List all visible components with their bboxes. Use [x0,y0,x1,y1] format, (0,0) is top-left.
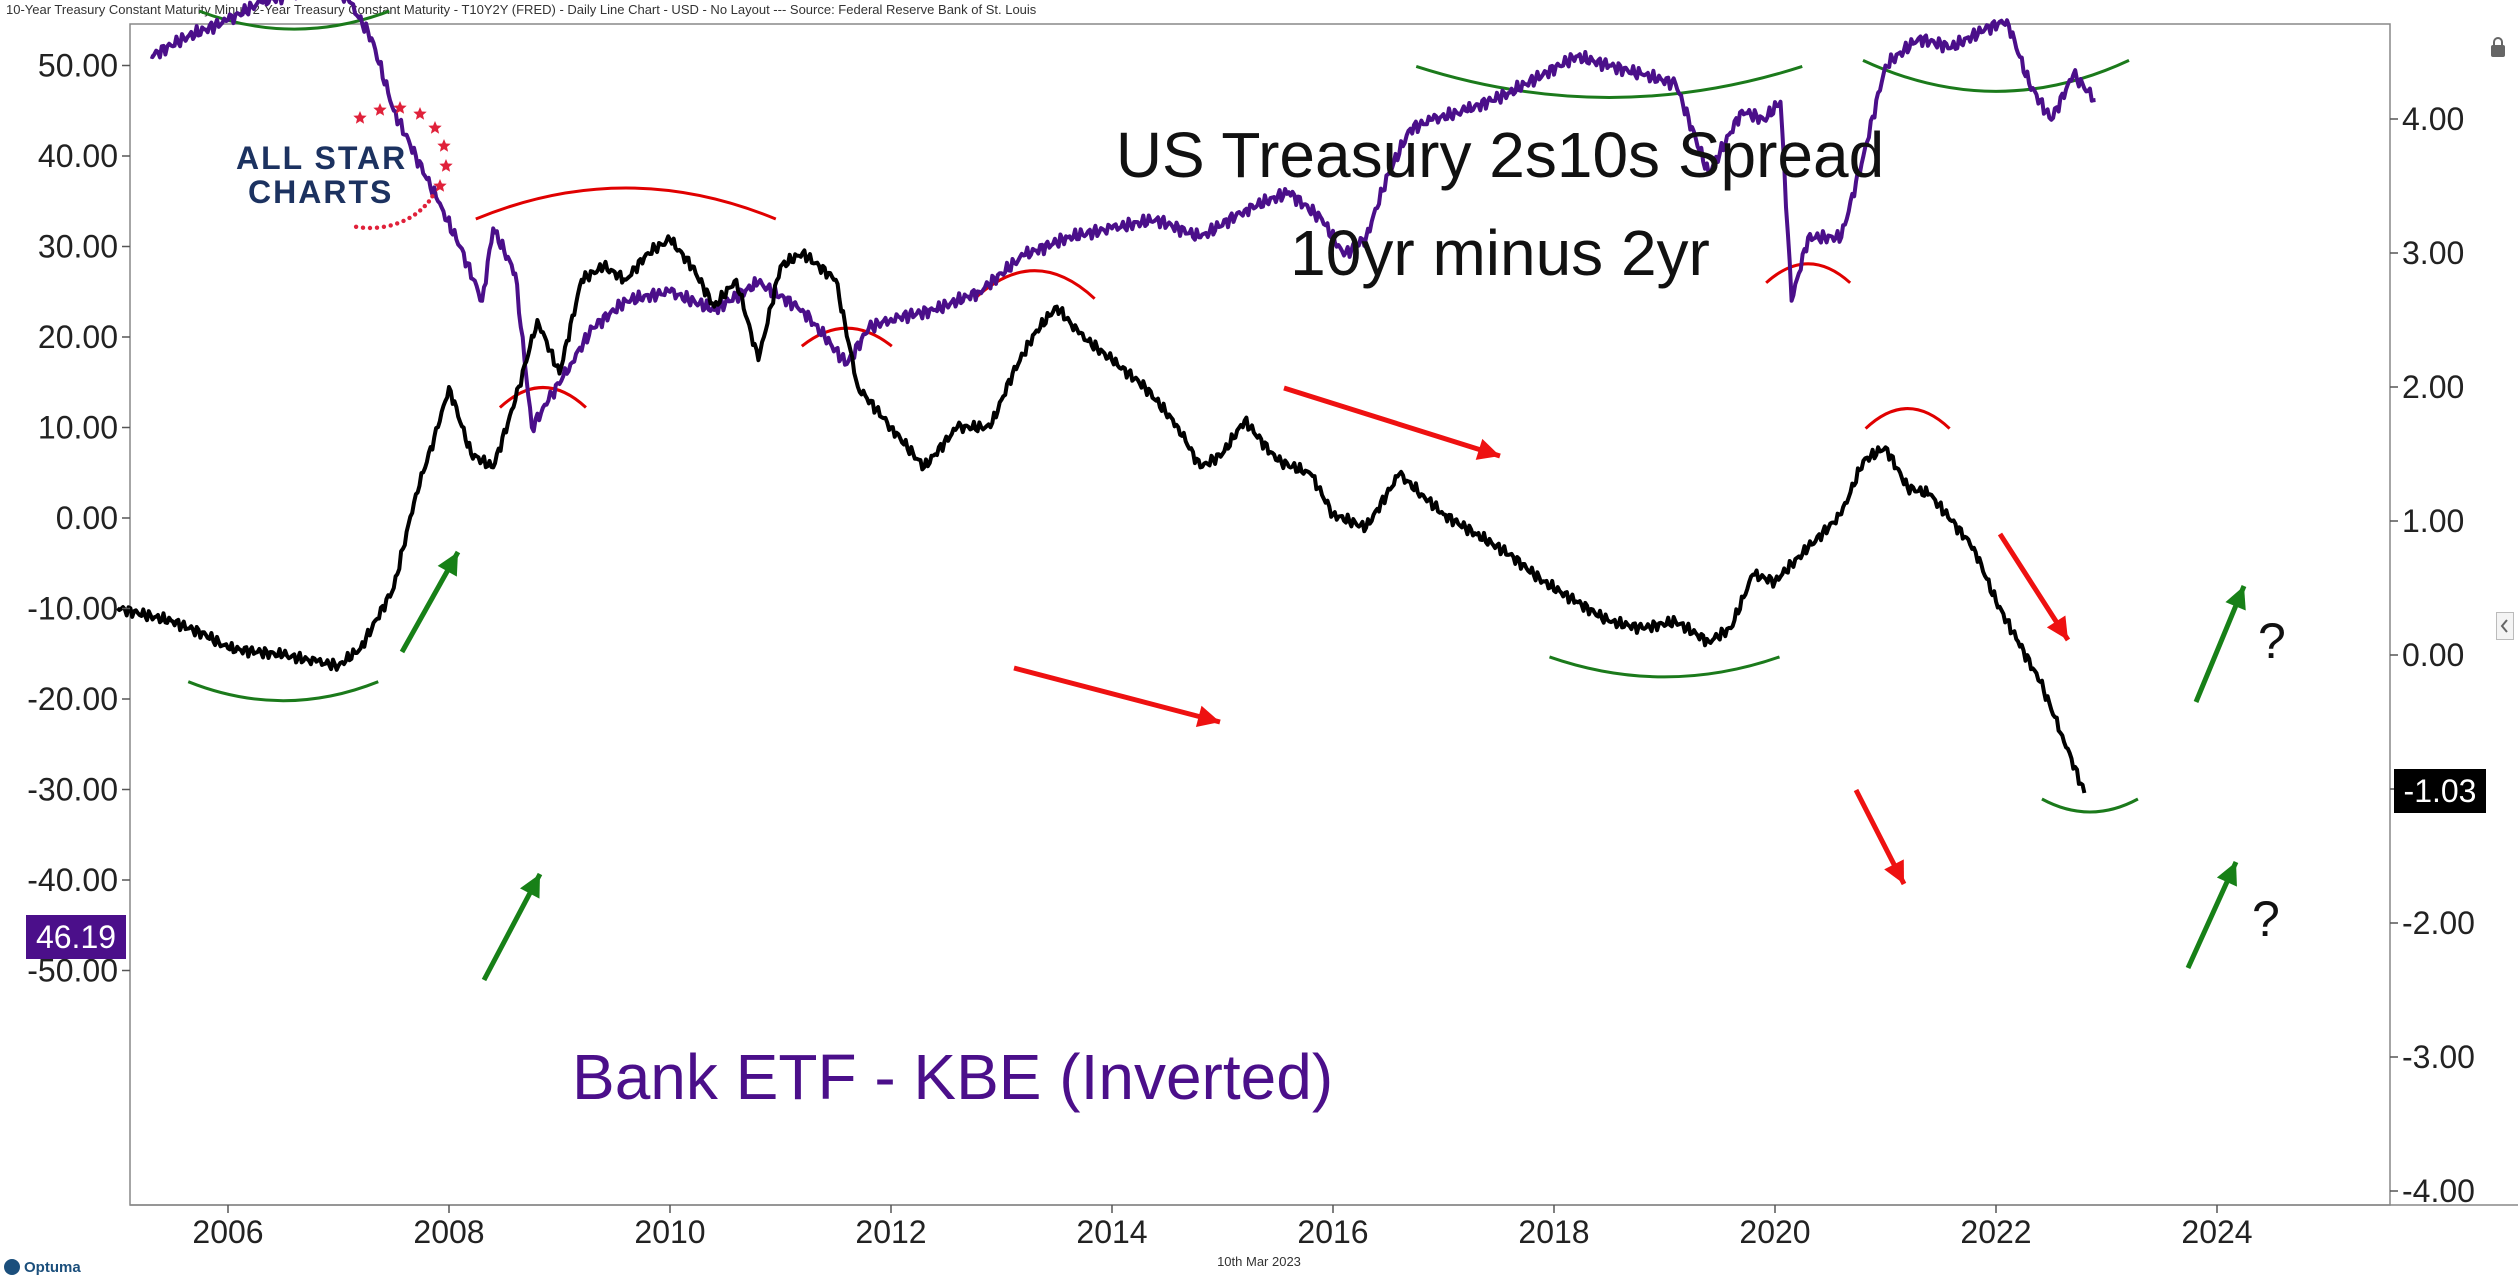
star-icon [353,111,367,124]
right-axis-tick-label: 2.00 [2402,369,2464,405]
down-arrow [1013,665,1221,725]
collapse-arrow-icon[interactable] [2496,612,2514,640]
left-axis-tick-label: 20.00 [38,319,118,355]
up-arrow-head [2216,862,2237,887]
spread-trough-arc [187,680,379,703]
right-axis-tick-label: 1.00 [2402,503,2464,539]
left-axis-tick-label: -30.00 [27,772,118,808]
logo-dot [407,215,412,221]
kbe-peak-arc [498,386,587,409]
up-arrow-head [437,552,458,577]
star-icon [373,103,387,116]
spread-last-value-badge: -1.03 [2394,769,2486,813]
left-axis-tick-label: 10.00 [38,410,118,446]
spread-trough-arc [2041,797,2139,814]
kbe-last-value-badge: 46.19 [26,915,126,959]
logo-stars [353,101,453,231]
x-axis-tick-label: 2006 [192,1214,263,1250]
x-axis-tick-label: 2022 [1960,1214,2031,1250]
left-axis-tick-label: -40.00 [27,862,118,898]
up-arrow-head [2225,586,2246,611]
question-mark-kbe: ? [2252,891,2280,947]
spread-line [116,234,2087,794]
logo-dot [412,212,418,217]
x-axis-tick-label: 2010 [634,1214,705,1250]
logo-dot [422,203,427,209]
x-axis-tick-label: 2008 [413,1214,484,1250]
star-icon [413,107,427,120]
chart-title: US Treasury 2s10s Spread [1115,119,1885,191]
chart-subtitle: 10yr minus 2yr [1290,217,1710,289]
spread-peak-arc [1864,407,1951,430]
spread-trough-arc [1549,655,1780,679]
x-axis-tick-label: 2024 [2181,1214,2252,1250]
down-arrow-head [1884,859,1904,884]
logo-dot [360,225,366,230]
logo-dot [367,225,373,231]
logo-dot [353,224,359,229]
kbe-trough-arc [1415,65,1803,99]
chart-header: 10-Year Treasury Constant Maturity Minus… [0,0,2518,22]
left-axis-tick-label: 40.00 [38,138,118,174]
right-axis-tick-label: -2.00 [2402,905,2475,941]
x-axis-tick-label: 2020 [1739,1214,1810,1250]
x-axis-tick-label: 2012 [855,1214,926,1250]
optuma-logo: Optuma [4,1255,81,1279]
right-axis-tick-label: -3.00 [2402,1039,2475,1075]
star-icon [433,179,447,192]
logo-dot [426,199,432,204]
optuma-brand-text: Optuma [24,1258,81,1276]
down-arrow-head [1195,705,1220,728]
left-axis-tick-label: 50.00 [38,48,118,84]
down-arrow-head [1475,438,1500,460]
left-axis-tick-label: 0.00 [56,500,118,536]
right-axis-tick-label: 3.00 [2402,235,2464,271]
left-axis-tick-label: -20.00 [27,681,118,717]
kbe-trough-arc [1862,58,2130,93]
all-star-charts-logo: ALL STAR CHARTS [220,100,490,240]
down-arrow [1283,385,1501,459]
footer-date: 10th Mar 2023 [1217,1254,1301,1269]
optuma-logo-icon [4,1259,20,1275]
star-icon [393,101,407,114]
logo-dot [374,225,380,230]
logo-dot [381,224,387,229]
kbe-series-label: Bank ETF - KBE (Inverted) [572,1041,1334,1113]
lock-icon[interactable] [2488,36,2508,58]
up-arrow-head [519,874,540,899]
right-axis-tick-label: 0.00 [2402,637,2464,673]
right-axis-tick-label: 4.00 [2402,101,2464,137]
logo-dot [430,194,435,199]
x-axis-tick-label: 2016 [1297,1214,1368,1250]
chart-header-text: 10-Year Treasury Constant Maturity Minus… [6,2,1037,17]
kbe-inverted-line [149,0,2096,434]
logo-text-line1: ALL STAR [236,140,408,176]
logo-dot [418,208,423,213]
left-axis-tick-label: -10.00 [27,591,118,627]
star-icon [439,159,453,172]
spread-peak-arc [475,186,777,221]
logo-text-line2: CHARTS [248,174,394,210]
logo-dot [401,218,406,224]
x-axis-tick-label: 2018 [1518,1214,1589,1250]
x-axis-tick-label: 2014 [1076,1214,1147,1250]
logo-dot [388,223,393,228]
star-icon [437,139,451,152]
kbe-peak-arc [1765,262,1852,284]
left-axis-tick-label: 30.00 [38,229,118,265]
logo-dot [395,221,400,226]
right-axis-tick-label: -4.00 [2402,1173,2475,1209]
question-mark-spread: ? [2258,613,2286,669]
star-icon [428,121,442,134]
down-arrow-head [2046,615,2068,640]
